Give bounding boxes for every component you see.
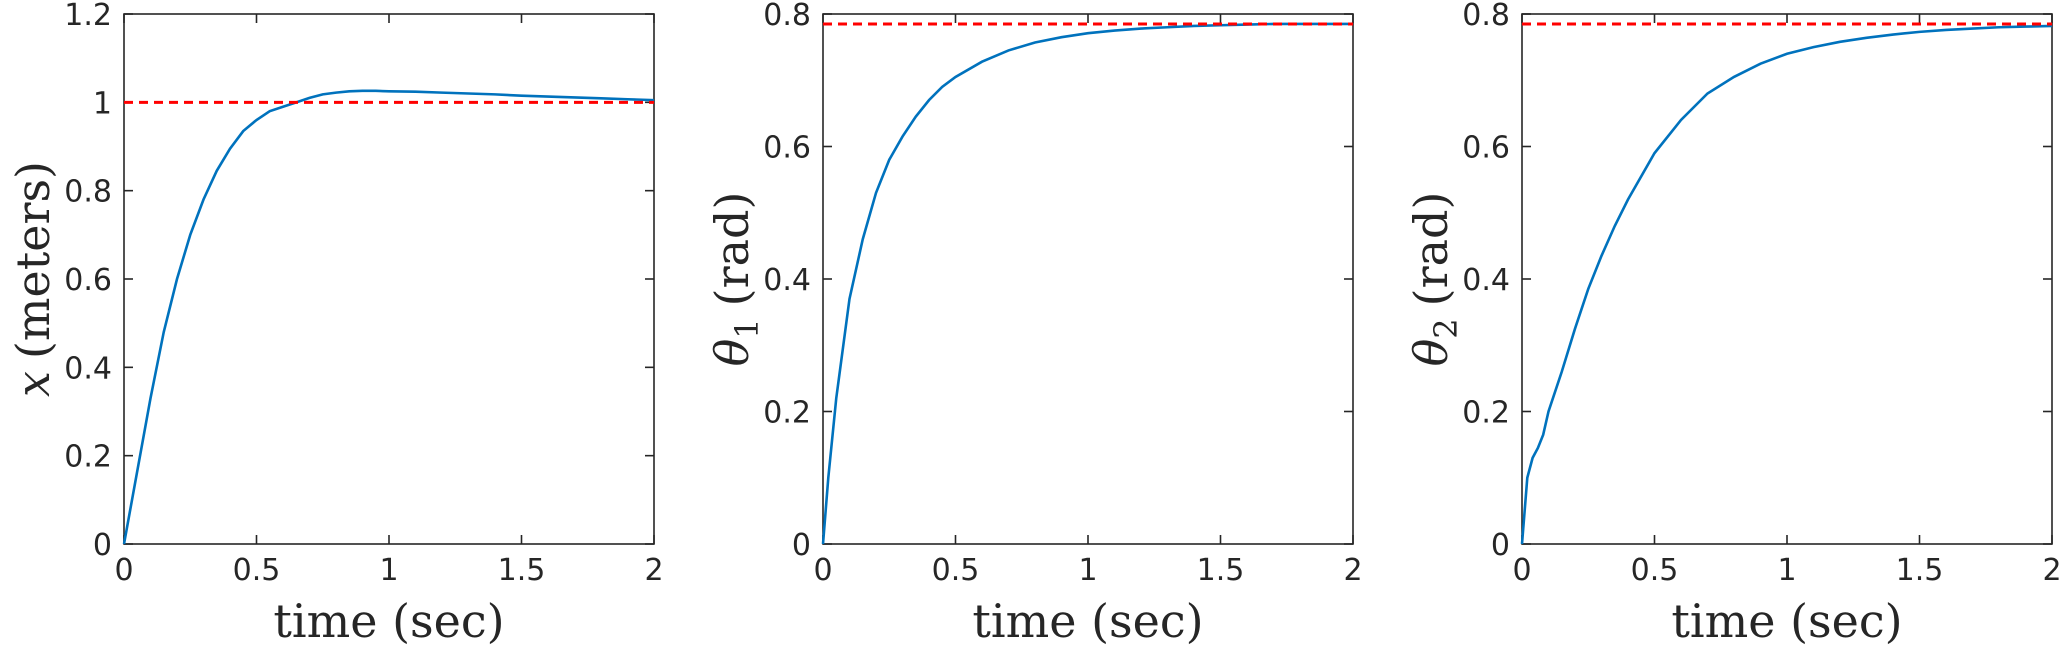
x-tick-label: 2 bbox=[644, 553, 663, 588]
x-axis-label: time (sec) bbox=[1671, 594, 1902, 648]
y-axis-unit: (rad) bbox=[705, 192, 759, 307]
x-tick-label: 2 bbox=[2042, 553, 2060, 588]
y-tick-label: 1 bbox=[93, 86, 112, 121]
y-tick-label: 0.8 bbox=[1462, 0, 1510, 33]
y-tick-label: 0.2 bbox=[64, 440, 112, 475]
response-line bbox=[122, 89, 655, 545]
y-tick-label: 0.6 bbox=[64, 263, 112, 298]
y-axis-unit: (meters) bbox=[6, 161, 60, 359]
y-axis-symbol: θ bbox=[1404, 339, 1458, 367]
x-axis-label: time (sec) bbox=[273, 594, 504, 648]
y-tick-label: 0.6 bbox=[1462, 131, 1510, 166]
axes-frame bbox=[123, 13, 655, 545]
x-tick-label: 1 bbox=[1078, 553, 1097, 588]
y-tick-label: 0.4 bbox=[763, 263, 811, 298]
y-tick-label: 0.8 bbox=[64, 175, 112, 210]
y-axis-symbol: θ bbox=[705, 339, 759, 367]
x-tick-label: 0.5 bbox=[932, 553, 980, 588]
y-axis-label: θ1 (rad) bbox=[705, 192, 766, 367]
y-axis-symbol: x bbox=[6, 371, 60, 397]
y-axis-label: x (meters) bbox=[6, 161, 60, 397]
x-tick-label: 0 bbox=[1512, 553, 1531, 588]
y-tick-label: 0.2 bbox=[763, 396, 811, 431]
y-tick-label: 0 bbox=[1491, 528, 1510, 563]
y-axis-subscript: 1 bbox=[728, 318, 766, 338]
y-tick-label: 0.4 bbox=[64, 351, 112, 386]
x-tick-label: 1.5 bbox=[1896, 553, 1944, 588]
x-tick-label: 0 bbox=[114, 553, 133, 588]
y-axis-label: θ2 (rad) bbox=[1404, 192, 1465, 367]
y-tick-label: 0.2 bbox=[1462, 396, 1510, 431]
x-tick-label: 1 bbox=[1777, 553, 1796, 588]
x-axis-label: time (sec) bbox=[972, 594, 1203, 648]
response-line bbox=[821, 22, 1353, 545]
y-axis-unit: (rad) bbox=[1404, 192, 1458, 307]
x-tick-label: 1.5 bbox=[1197, 553, 1245, 588]
y-tick-label: 0.8 bbox=[763, 0, 811, 33]
y-tick-label: 0.4 bbox=[1462, 263, 1510, 298]
x-tick-label: 1 bbox=[379, 553, 398, 588]
y-tick-label: 0.6 bbox=[763, 131, 811, 166]
x-tick-label: 0.5 bbox=[233, 553, 281, 588]
y-tick-label: 1.2 bbox=[64, 0, 112, 33]
chart-panel-1: 0 0.5 1 1.5 2 0 0.2 0.4 0.6 0.8 1 1.2 time (sec) x (me… bbox=[6, 0, 664, 648]
x-tick-label: 0 bbox=[813, 553, 832, 588]
y-axis-subscript: 2 bbox=[1427, 318, 1465, 338]
response-line bbox=[1520, 24, 2053, 545]
y-tick-label: 0 bbox=[792, 528, 811, 563]
y-tick-label: 0 bbox=[93, 528, 112, 563]
x-tick-label: 0.5 bbox=[1631, 553, 1679, 588]
axes-frame bbox=[1521, 13, 2053, 545]
axes-frame bbox=[822, 13, 1354, 545]
x-tick-label: 1.5 bbox=[498, 553, 546, 588]
x-tick-label: 2 bbox=[1343, 553, 1362, 588]
